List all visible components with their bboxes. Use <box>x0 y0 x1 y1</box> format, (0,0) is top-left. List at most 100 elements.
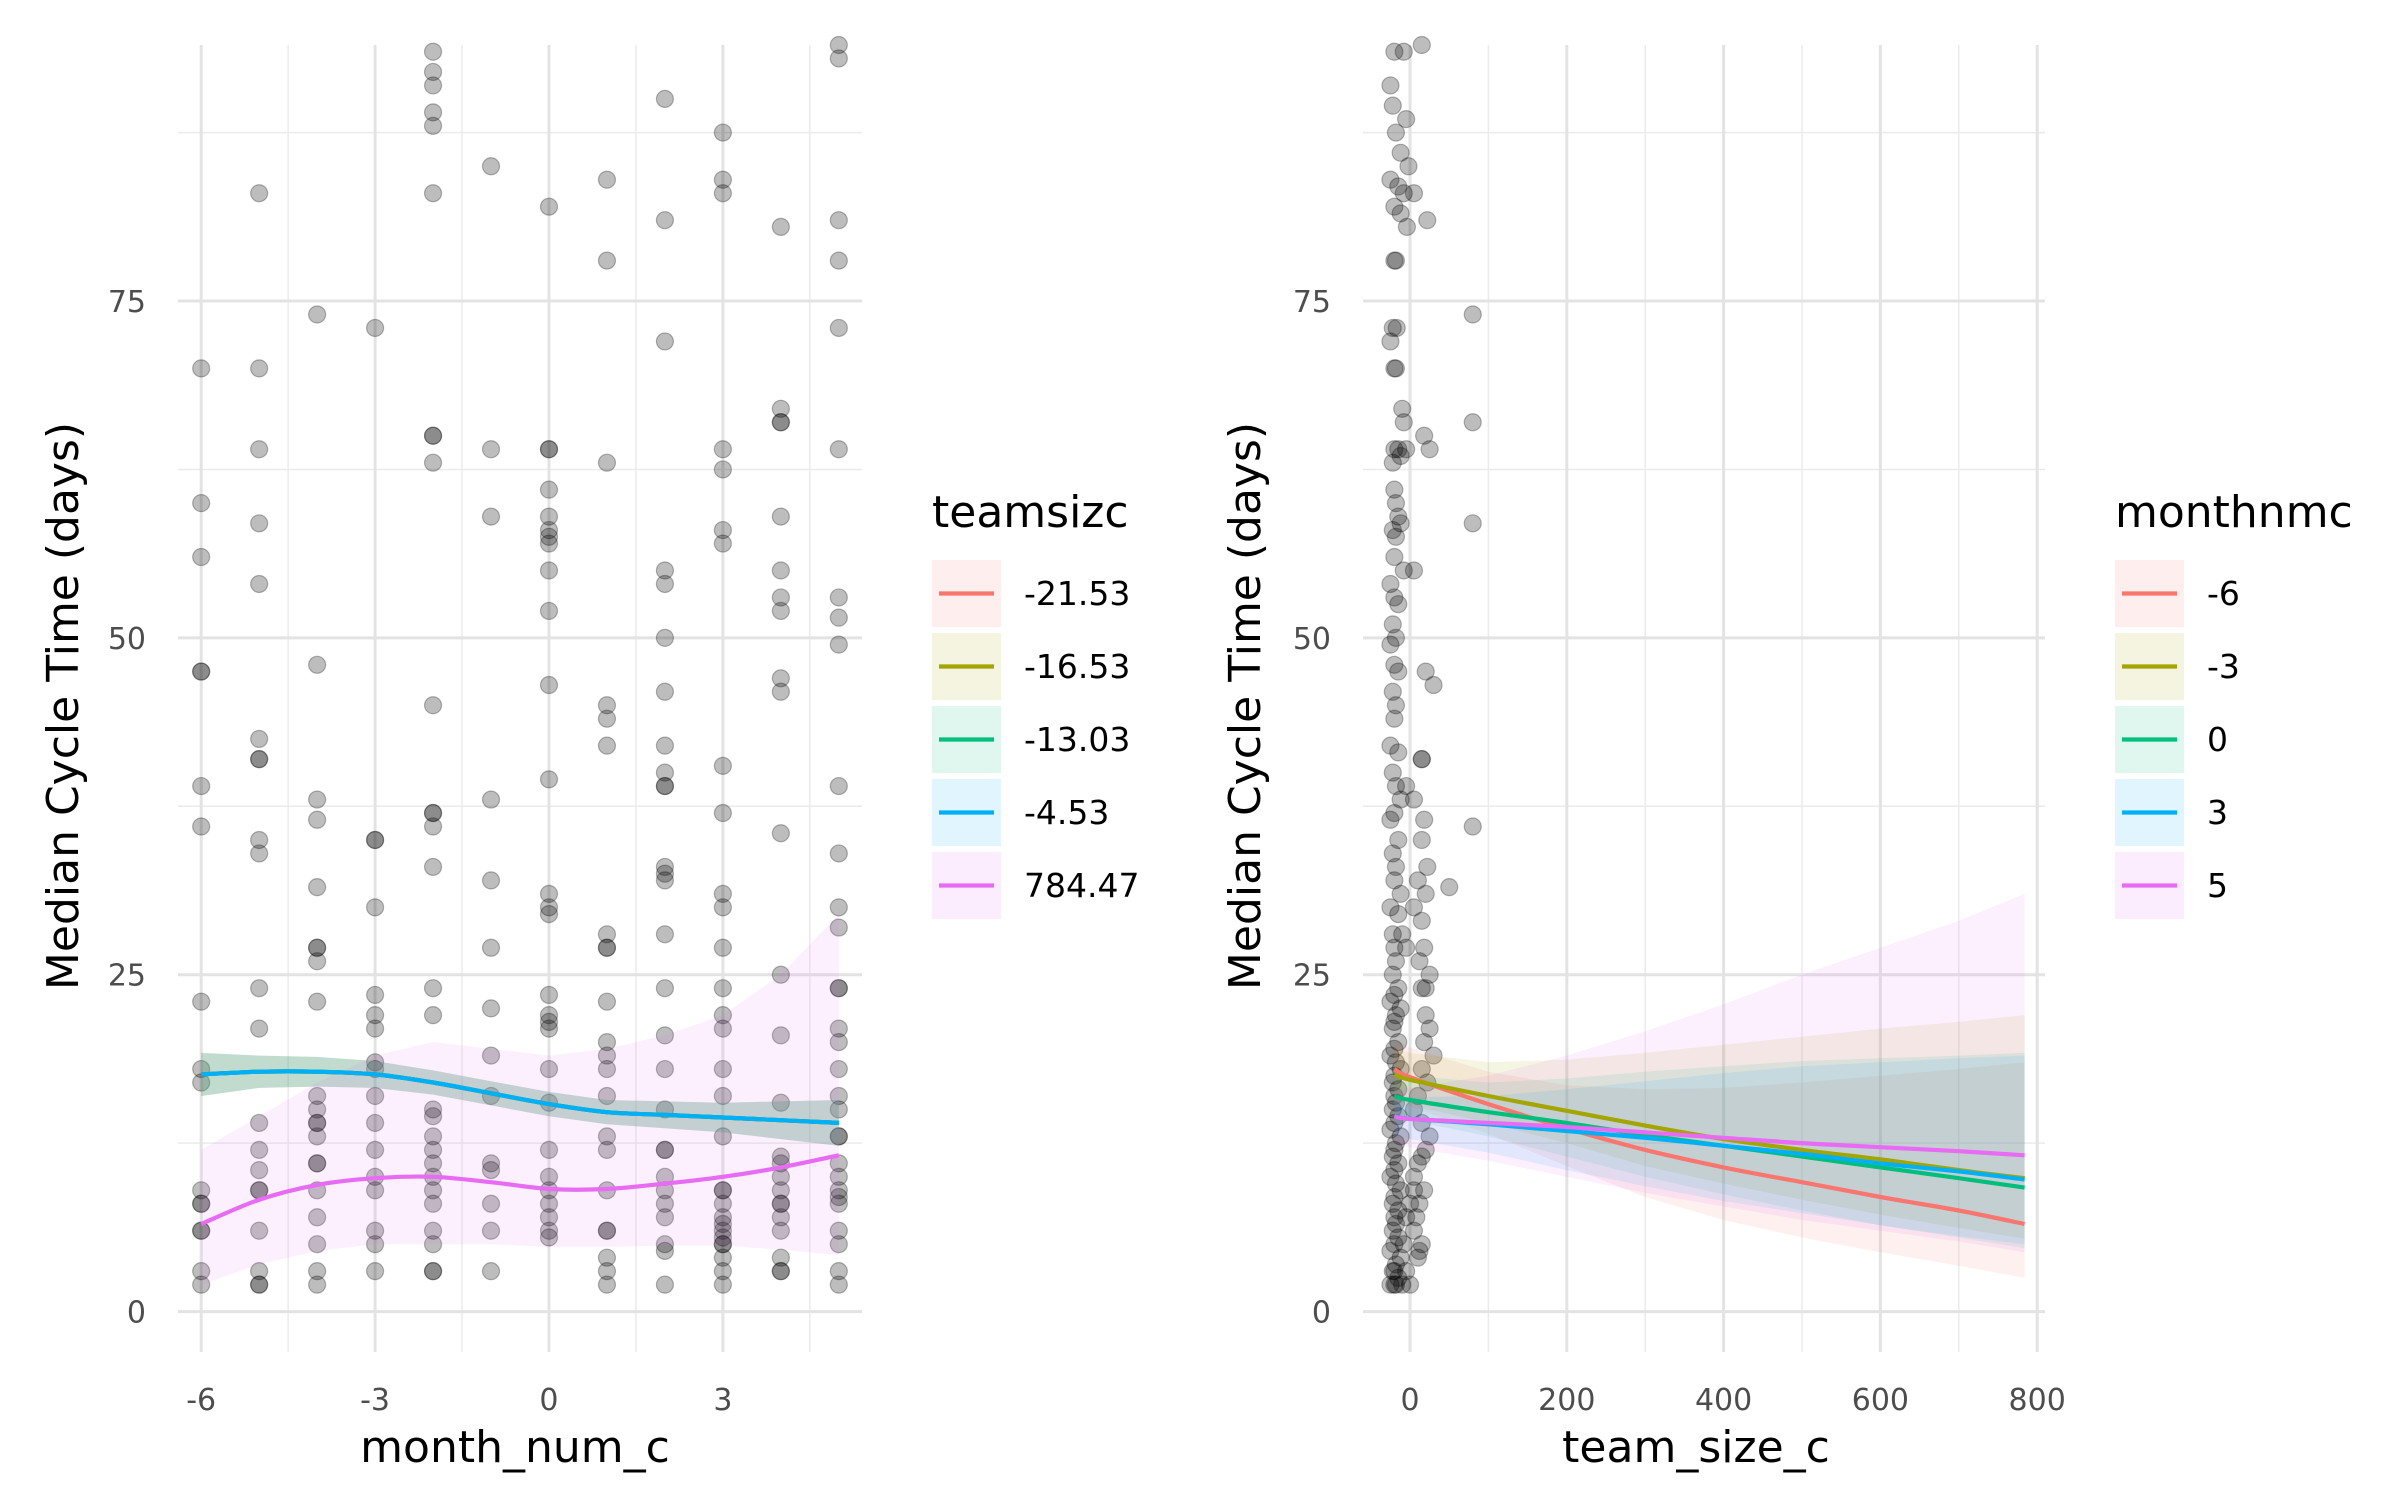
right-lines <box>1393 1067 2026 1227</box>
left-scatter-point <box>423 1127 443 1146</box>
left-scatter-point <box>539 675 559 695</box>
left-scatter-point <box>250 729 269 749</box>
right-scatter-point <box>1386 251 1406 270</box>
left-scatter-point <box>829 1127 848 1146</box>
left-scatter-point <box>539 1012 559 1031</box>
left-scatter-point <box>423 426 443 445</box>
left-scatter-point <box>713 1221 732 1240</box>
left-scatter-point <box>771 1194 790 1213</box>
left-scatter-point <box>771 1221 790 1240</box>
right-legend-label: 3 <box>2207 793 2228 832</box>
left-legend-label: -4.53 <box>1024 793 1109 832</box>
left-scatter-point <box>771 1262 790 1281</box>
left-scatter-point <box>308 1127 327 1146</box>
right-scatter-point <box>1381 736 1400 755</box>
left-scatter-point <box>423 696 443 715</box>
left-scatter-point <box>829 1100 848 1119</box>
right-scatter-point <box>1393 925 1412 944</box>
left-scatter-point <box>829 1275 848 1294</box>
left-scatter-point <box>308 1275 327 1294</box>
right-scatter-point <box>1389 662 1408 681</box>
right-x-tick-label: 200 <box>1538 1383 1595 1418</box>
right-y-tick-label: 25 <box>1293 959 1331 994</box>
right-scatter-point <box>1412 830 1431 850</box>
right-scatter-point <box>1463 413 1482 432</box>
left-scatter-point <box>539 1194 559 1213</box>
right-scatter-point <box>1400 1194 1420 1213</box>
right-scatter-point <box>1412 1147 1431 1166</box>
right-scatter-point <box>1408 871 1427 890</box>
right-scatter-point <box>1383 682 1402 701</box>
right-scatter-point <box>1383 844 1402 863</box>
right-scatter-point <box>1383 1100 1402 1119</box>
right-x-tick-label: 0 <box>1400 1383 1419 1418</box>
left-scatter-point <box>597 1086 617 1106</box>
left-legend-title: teamsizc <box>932 487 1129 538</box>
left-scatter-point <box>597 1221 617 1240</box>
left-scatter-point <box>655 979 675 998</box>
right-scatter-point <box>1381 1046 1400 1065</box>
left-scatter-point <box>771 1181 790 1200</box>
left-scatter-point <box>655 864 675 883</box>
right-scatter-point <box>1391 884 1410 903</box>
left-scatter-point <box>308 1208 327 1227</box>
left-scatter-point <box>713 938 732 957</box>
right-scatter-point <box>1385 359 1404 378</box>
right-scatter-point <box>1463 817 1482 836</box>
left-scatter-point <box>655 776 675 796</box>
left-scatter-point <box>655 682 675 701</box>
left-scatter-point <box>829 1059 848 1079</box>
right-scatter-point <box>1389 1154 1408 1173</box>
left-scatter-point <box>365 1086 385 1106</box>
left-scatter-point <box>539 1140 559 1159</box>
right-scatter-point <box>1385 1235 1404 1254</box>
right-scatter-point <box>1381 170 1400 189</box>
right-legend-title: monthnmc <box>2115 487 2353 538</box>
left-scatter-point <box>655 1140 675 1159</box>
left-scatter-point <box>308 952 327 971</box>
right-scatter-point <box>1412 1059 1431 1079</box>
left-scatter-point <box>597 453 617 472</box>
right-scatter-point <box>1391 1181 1410 1200</box>
left-scatter-point <box>423 1221 443 1240</box>
left-scatter-point <box>308 1154 327 1173</box>
left-scatter-point <box>308 992 327 1011</box>
left-scatter-point <box>192 817 211 836</box>
left-scatter-point <box>713 534 732 553</box>
right-scatter-point <box>1381 76 1400 95</box>
left-grid-minor <box>178 45 862 1352</box>
right-scatter-point <box>1416 1006 1435 1025</box>
left-scatter-point <box>423 184 443 203</box>
left-scatter-point <box>308 655 327 674</box>
left-scatter-point <box>771 682 790 701</box>
right-scatter-point <box>1385 938 1404 957</box>
left-scatter-point <box>250 1275 269 1294</box>
left-scatter-point <box>365 985 385 1005</box>
right-scatter-point <box>1393 399 1412 418</box>
right-scatter-point <box>1389 595 1408 614</box>
left-scatter-point <box>192 992 211 1011</box>
left-scatter-point <box>250 514 269 533</box>
left-scatter-point <box>655 1208 675 1227</box>
right-scatter-point <box>1389 979 1408 998</box>
right-scatter-point <box>1385 871 1404 890</box>
left-scatter-point <box>655 1194 675 1213</box>
left-scatter-point <box>192 1275 211 1294</box>
left-scatter-point <box>308 1113 327 1133</box>
right-scatter-point <box>1420 440 1439 459</box>
left-scatter-point <box>829 588 848 607</box>
right-legend-label: 5 <box>2207 866 2228 905</box>
right-scatter-point <box>1389 1032 1408 1052</box>
right-scatter-point <box>1385 197 1404 216</box>
left-scatter-point <box>192 1194 211 1213</box>
left-scatter-point <box>597 1046 617 1065</box>
right-ribbon--3 <box>1394 1015 2025 1239</box>
left-scatter-point <box>539 440 559 459</box>
left-scatter-point <box>713 1235 732 1254</box>
left-scatter-point <box>250 359 269 378</box>
left-scatter-point <box>713 1248 732 1267</box>
left-scatter-point <box>655 332 675 351</box>
left-scatter-point <box>250 574 269 594</box>
right-scatter-point <box>1399 157 1418 176</box>
